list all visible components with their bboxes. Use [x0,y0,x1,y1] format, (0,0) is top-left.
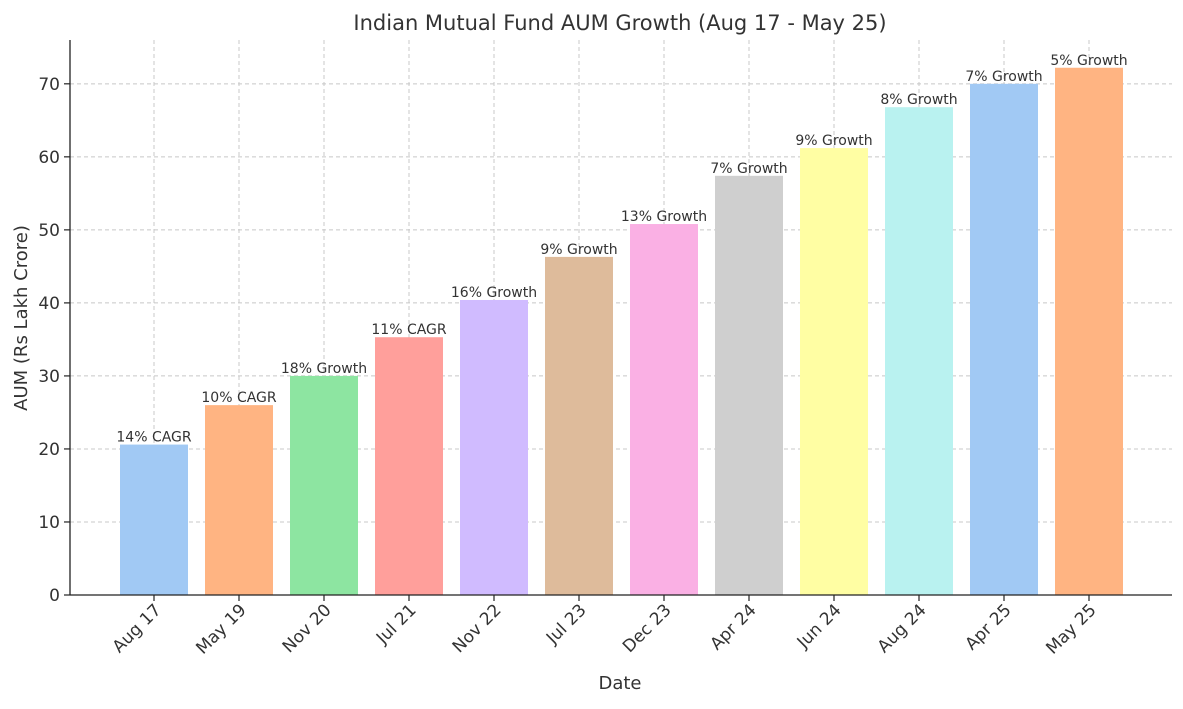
bar [970,83,1038,595]
bar [800,148,868,595]
x-ticks: Aug 17 May 19 Nov 20 Jul 21 Nov 22 Jul 23 Dec … [109,595,1101,659]
bar-data-label: 16% Growth [451,285,537,301]
x-tick-label: Dec 23 [619,600,676,657]
bar-data-label: 8% Growth [880,92,957,108]
x-tick-label: Aug 24 [874,600,931,657]
x-tick-label: May 25 [1042,600,1100,658]
bar [290,375,358,595]
x-tick-label: May 19 [192,600,250,658]
bar-data-label: 18% Growth [281,361,367,377]
y-tick-label: 10 [38,513,60,533]
bar [885,107,953,596]
chart-title: Indian Mutual Fund AUM Growth (Aug 17 - … [353,11,886,35]
x-tick-label: Apr 24 [706,600,760,654]
x-tick-label: Apr 25 [961,600,1015,654]
y-tick-label: 30 [38,367,60,387]
x-tick-label: Nov 20 [279,600,336,657]
bar [715,175,783,595]
x-tick-label: Jun 24 [793,600,846,653]
bar-data-label: 9% Growth [540,242,617,258]
bar [1055,67,1123,595]
bar-data-label: 14% CAGR [116,430,192,446]
bar [375,337,443,595]
x-axis-label: Date [598,673,641,694]
bar-data-label: 13% Growth [621,209,707,225]
bar-data-label: 7% Growth [710,161,787,177]
bar-data-label: 11% CAGR [371,322,447,338]
y-tick-label: 70 [38,75,60,95]
y-axis-label: AUM (Rs Lakh Crore) [11,225,32,411]
bar [205,405,273,595]
bar-data-label: 9% Growth [795,133,872,149]
y-tick-label: 60 [38,148,60,168]
bar [120,444,188,595]
bar [630,224,698,596]
y-tick-label: 40 [38,294,60,314]
x-tick-label: Jul 23 [542,600,590,648]
bar [460,299,528,595]
y-tick-label: 20 [38,440,60,460]
y-tick-label: 0 [49,586,60,606]
bars [120,67,1123,596]
axes [69,40,1172,596]
bar-data-label: 7% Growth [965,69,1042,85]
y-ticks: 0 10 20 30 40 50 60 70 [38,75,70,606]
x-tick-label: Nov 22 [449,600,506,657]
bar-data-label: 10% CAGR [201,390,277,406]
y-tick-label: 50 [38,221,60,241]
bar [545,256,613,595]
x-tick-label: Aug 17 [109,600,166,657]
bar-data-label: 5% Growth [1050,53,1127,69]
x-tick-label: Jul 21 [372,600,420,648]
